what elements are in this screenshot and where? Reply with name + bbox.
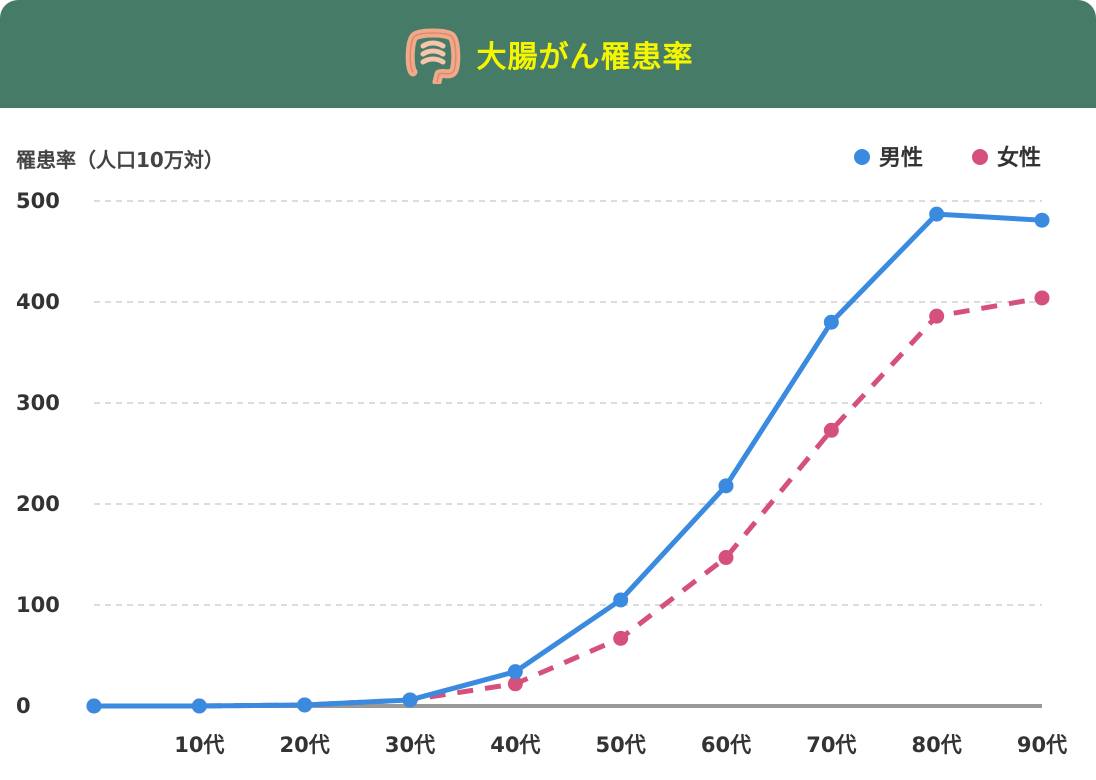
y-tick-label: 300	[16, 391, 60, 415]
legend-item-female: 女性	[972, 145, 1041, 171]
series-layer	[86, 206, 1050, 714]
y-axis-label: 罹患率（人口10万対）	[16, 148, 224, 172]
data-point	[1034, 290, 1050, 306]
legend-label: 女性	[997, 145, 1041, 171]
x-tick-label: 50代	[596, 733, 646, 757]
legend-marker	[854, 149, 870, 165]
x-tick-label: 10代	[174, 733, 224, 757]
large-intestine-icon	[405, 28, 460, 84]
data-point	[1034, 212, 1050, 228]
data-point	[823, 314, 839, 330]
series-female	[86, 290, 1050, 714]
series-male	[86, 206, 1050, 714]
x-tick-label: 40代	[490, 733, 540, 757]
data-point	[191, 698, 207, 714]
data-point	[718, 478, 734, 494]
data-point	[823, 422, 839, 438]
data-point	[718, 550, 734, 566]
data-point	[613, 592, 629, 608]
data-point	[929, 206, 945, 222]
y-tick-label: 0	[16, 694, 31, 718]
x-tick-label: 60代	[701, 733, 751, 757]
series-line	[94, 295, 1043, 709]
y-tick-labels: 0 100 200 300 400 500	[16, 189, 60, 718]
data-point	[929, 308, 945, 324]
header-title-group: 大腸がん罹患率	[403, 24, 694, 84]
data-point	[613, 630, 629, 646]
legend-label: 男性	[879, 146, 923, 171]
data-point	[402, 692, 418, 708]
x-tick-label: 30代	[385, 733, 435, 757]
y-tick-label: 400	[16, 290, 60, 314]
chart-title: 大腸がん罹患率	[476, 40, 694, 75]
x-tick-label: 20代	[280, 733, 330, 757]
data-point	[507, 676, 523, 692]
series-line	[91, 211, 1045, 709]
x-tick-label: 80代	[912, 733, 962, 757]
data-point	[507, 664, 523, 680]
data-point	[297, 697, 313, 713]
data-point	[86, 698, 102, 714]
line-chart: 罹患率（人口10万対） 0 100 200 300 400 500 10代 20代 30代 40…	[16, 145, 1067, 757]
x-tick-labels: 10代 20代 30代 40代 50代 60代 70代 80代 90代	[174, 733, 1067, 757]
legend-item-male: 男性	[854, 146, 923, 171]
y-tick-label: 100	[16, 593, 60, 617]
header-bar: 大腸がん罹患率	[0, 0, 1096, 108]
legend: 男性 女性	[854, 145, 1041, 171]
y-tick-label: 200	[16, 492, 60, 516]
y-tick-label: 500	[16, 189, 60, 213]
gridlines	[90, 200, 1042, 708]
legend-marker	[972, 149, 988, 165]
x-tick-label: 90代	[1017, 733, 1067, 757]
x-tick-label: 70代	[806, 733, 856, 757]
